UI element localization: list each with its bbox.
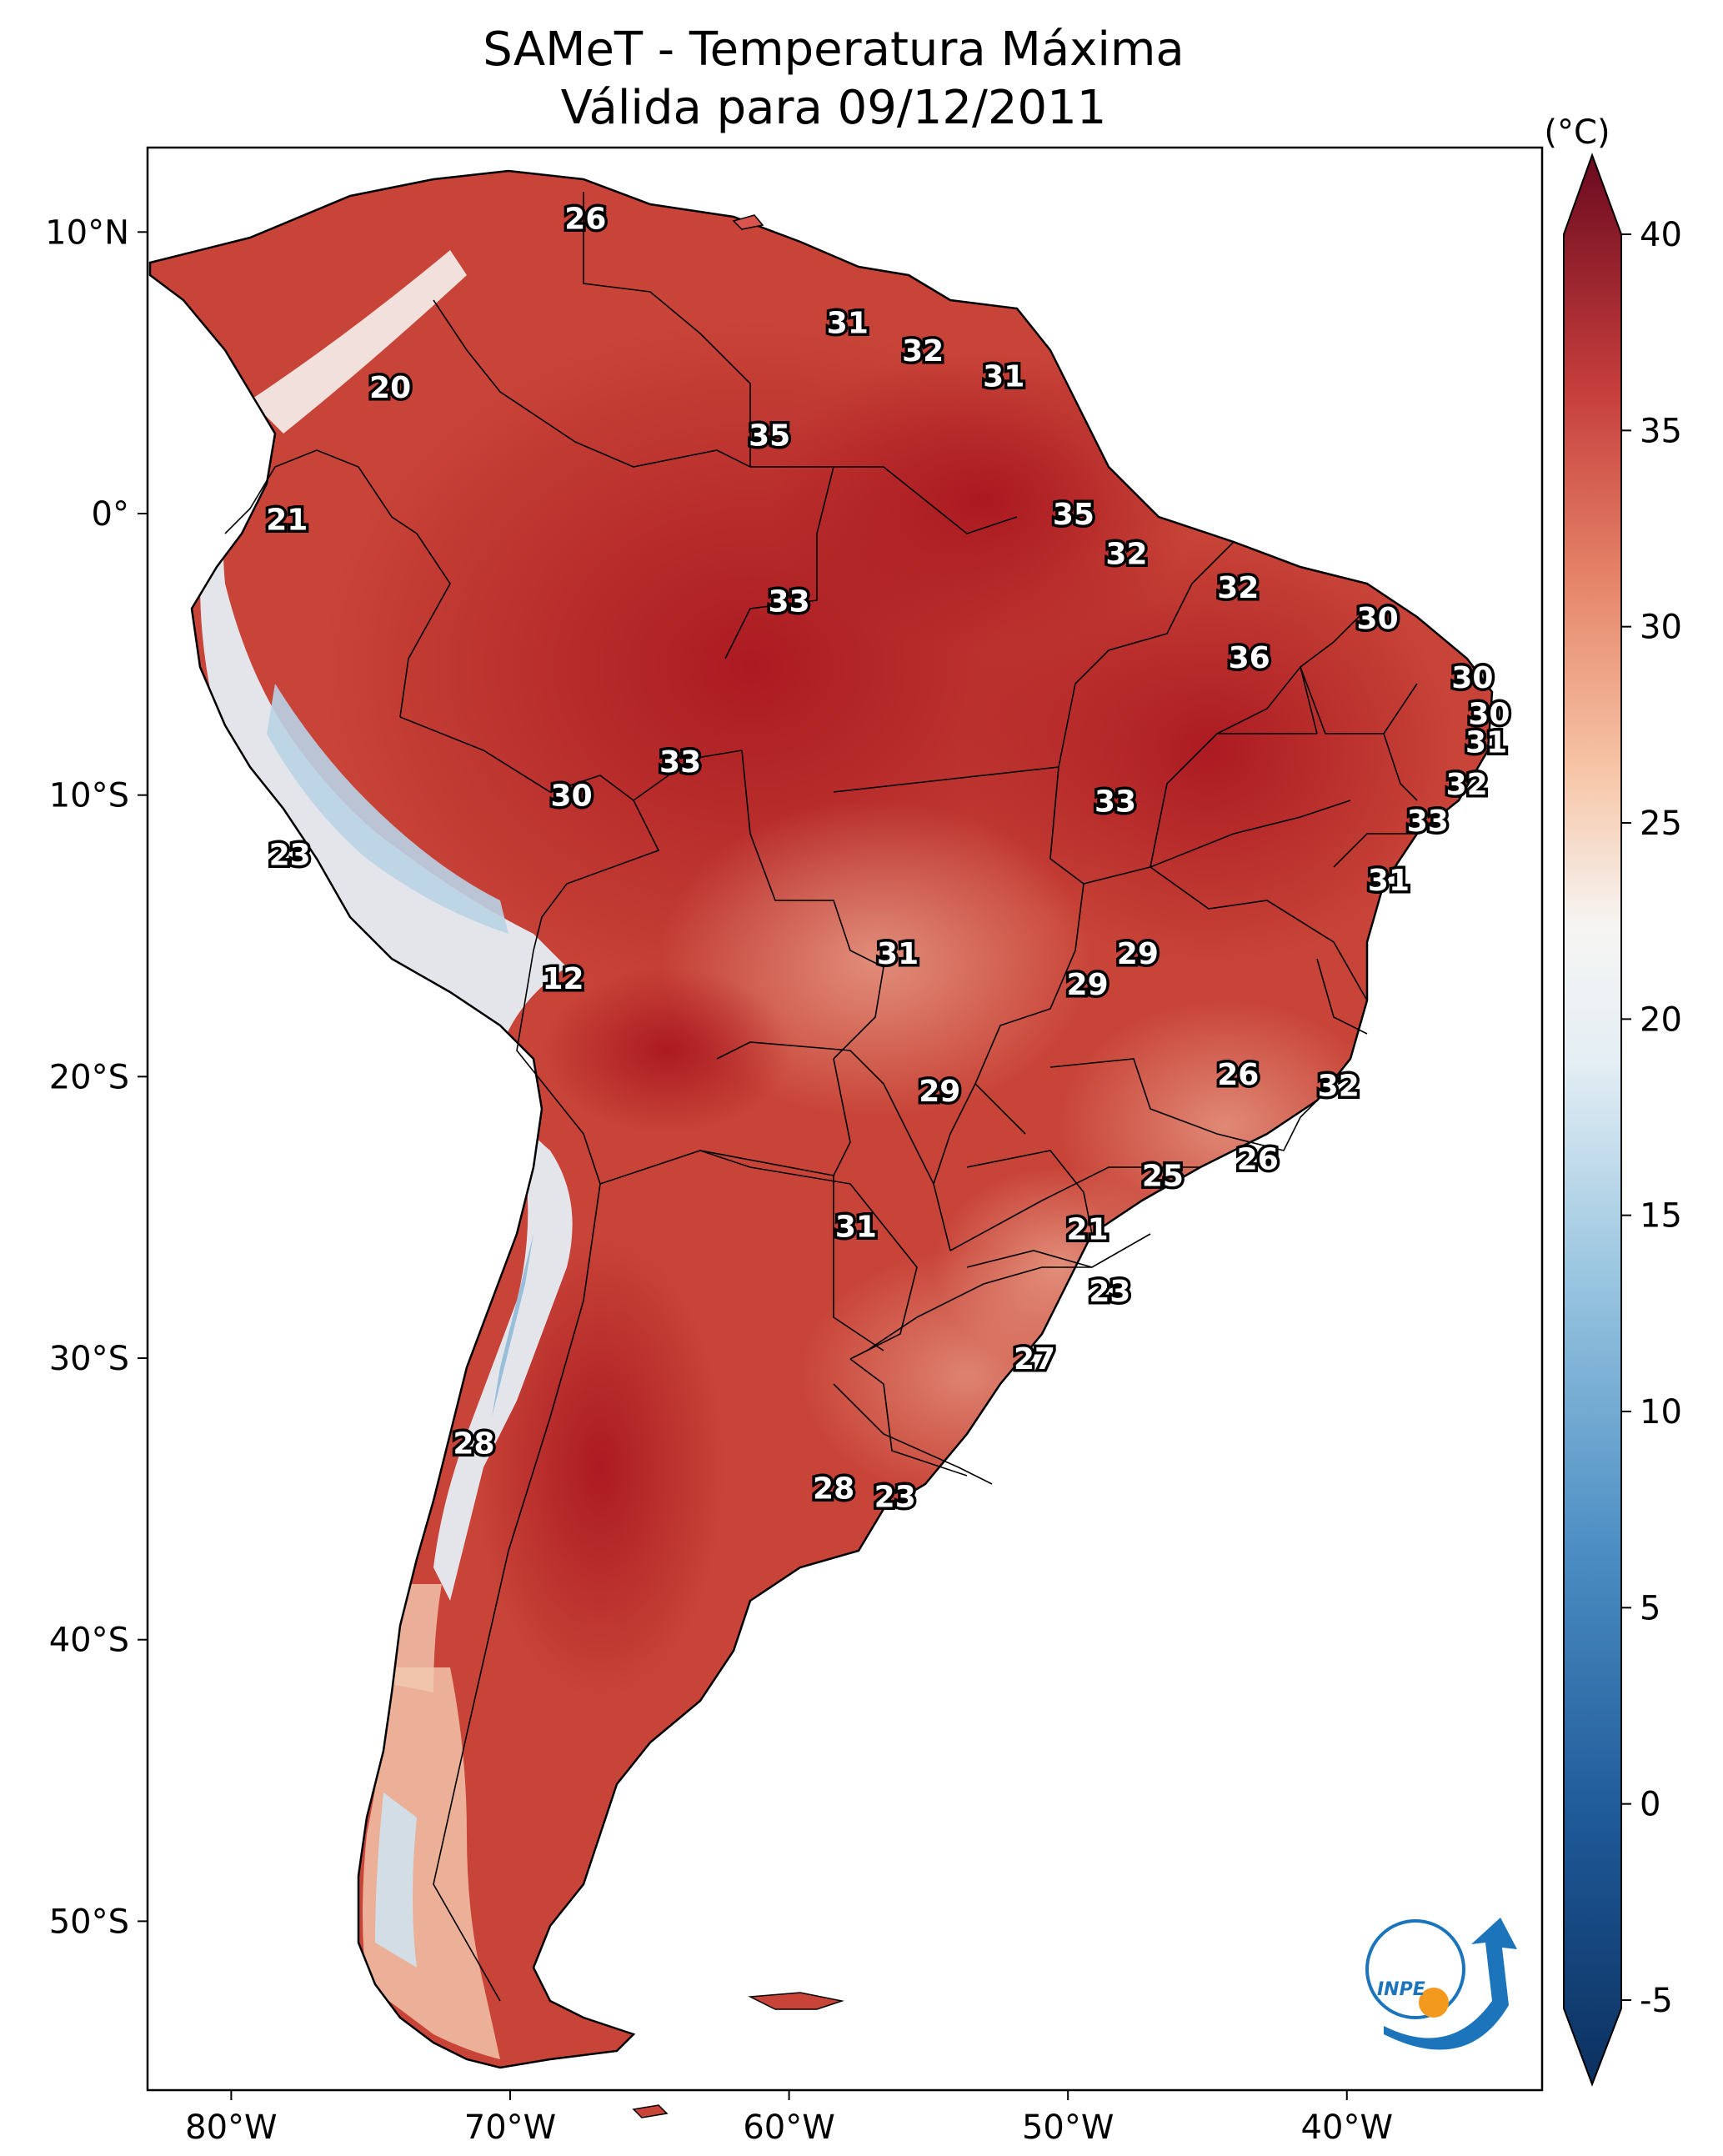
station-temperature-label: 27 xyxy=(1014,1342,1055,1376)
colorbar-tick-label: -5 xyxy=(1640,1982,1673,2020)
station-temperature-label: 31 xyxy=(827,306,869,340)
station-labels: 2620212331323135353332323036303031323331… xyxy=(263,199,1513,1517)
logo-sun-icon xyxy=(1419,1988,1449,2018)
lat-tick-label: 0° xyxy=(92,495,129,534)
station-temperature-label: 25 xyxy=(1142,1160,1184,1194)
colorbar-tick-label: 15 xyxy=(1640,1197,1682,1236)
station-temperature-label: 23 xyxy=(1089,1275,1130,1309)
colorbar-tick-label: 10 xyxy=(1640,1393,1682,1431)
lon-tick-label: 60°W xyxy=(743,2108,834,2147)
station-temperature-label: 30 xyxy=(1357,602,1399,636)
station-temperature-label: 36 xyxy=(1229,641,1270,675)
logo-swirl-icon xyxy=(1365,1919,1465,2019)
station-temperature-label: 35 xyxy=(749,419,790,453)
colorbar-bar xyxy=(1563,153,1622,2087)
lat-tick-label: 10°N xyxy=(45,213,129,252)
logo-text: INPE xyxy=(1377,1979,1425,2000)
station-temperature-label: 20 xyxy=(369,371,411,405)
map-subtitle: Válida para 09/12/2011 xyxy=(561,81,1107,135)
station-temperature-label: 33 xyxy=(769,585,810,619)
station-temperature-label: 29 xyxy=(1067,968,1109,1002)
station-temperature-label: 29 xyxy=(1117,937,1159,971)
colorbar-tick-label: 20 xyxy=(1640,1000,1682,1039)
station-temperature-label: 31 xyxy=(835,1210,877,1244)
station-temperature-label: 33 xyxy=(659,745,701,780)
station-temperature-label: 26 xyxy=(1237,1142,1279,1176)
map-frame xyxy=(146,146,1544,2092)
station-temperature-label: 12 xyxy=(542,962,584,996)
station-temperature-label: 21 xyxy=(266,504,308,538)
station-temperature-label: 32 xyxy=(902,334,944,369)
station-temperature-label: 30 xyxy=(551,780,593,814)
station-temperature-label: 26 xyxy=(1217,1058,1259,1092)
station-temperature-label: 33 xyxy=(1094,785,1136,819)
station-temperature-label: 31 xyxy=(983,360,1024,394)
station-temperature-label: 32 xyxy=(1105,537,1147,571)
lon-tick-label: 80°W xyxy=(185,2108,277,2147)
lon-tick-label: 70°W xyxy=(464,2108,556,2147)
station-temperature-label: 26 xyxy=(564,202,606,236)
station-temperature-label: 33 xyxy=(1407,805,1449,839)
colorbar-tick-label: 0 xyxy=(1640,1786,1660,1824)
station-temperature-label: 30 xyxy=(1451,661,1493,695)
station-temperature-label: 32 xyxy=(1318,1069,1360,1103)
station-temperature-label: 31 xyxy=(1368,864,1410,898)
colorbar-tick-label: 30 xyxy=(1640,609,1682,647)
colorbar-tick-label: 25 xyxy=(1640,805,1682,843)
lon-tick-label: 50°W xyxy=(1022,2108,1114,2147)
station-temperature-label: 23 xyxy=(269,839,311,873)
lat-tick-label: 30°S xyxy=(49,1340,129,1378)
station-temperature-label: 31 xyxy=(877,937,919,971)
map-title: SAMeT - Temperatura Máxima xyxy=(483,23,1185,77)
station-temperature-label: 28 xyxy=(453,1426,494,1461)
station-temperature-label: 29 xyxy=(919,1075,960,1109)
station-temperature-label: 35 xyxy=(1053,498,1094,532)
country-borders xyxy=(224,192,1418,2002)
lat-tick-label: 20°S xyxy=(49,1058,129,1096)
lat-tick-label: 10°S xyxy=(49,777,129,815)
station-temperature-label: 31 xyxy=(1465,726,1507,760)
lat-tick-label: 50°S xyxy=(49,1903,129,1941)
map-panel: 2620212331323135353332323036303031323331… xyxy=(45,146,1544,2147)
logo-arrow-icon xyxy=(1384,1918,1517,2050)
longitude-axis: 80°W 70°W 60°W 50°W 40°W xyxy=(185,2090,1393,2147)
station-temperature-label: 28 xyxy=(813,1472,854,1506)
lon-tick-label: 40°W xyxy=(1301,2108,1393,2147)
colorbar-unit: (°C) xyxy=(1544,113,1610,152)
colorbar-ticks: -5 0 5 10 15 20 25 30 35 40 xyxy=(1621,216,1682,2020)
lat-tick-label: 40°S xyxy=(49,1622,129,1660)
colorbar: (°C) -5 0 5 10 15 20 25 30 35 40 xyxy=(1544,113,1682,2087)
colorbar-tick-label: 5 xyxy=(1640,1589,1660,1627)
station-temperature-label: 21 xyxy=(1067,1213,1109,1247)
colorbar-tick-label: 40 xyxy=(1640,216,1682,254)
station-temperature-label: 32 xyxy=(1217,571,1259,605)
colorbar-tick-label: 35 xyxy=(1640,412,1682,450)
station-temperature-label: 23 xyxy=(874,1480,916,1514)
latitude-axis: 10°N 0° 10°S 20°S 30°S 40°S 50°S xyxy=(45,213,148,1941)
station-temperature-label: 32 xyxy=(1446,768,1488,802)
station-temperature-label: 30 xyxy=(1468,698,1510,732)
islands xyxy=(632,214,844,2118)
inpe-logo: INPE xyxy=(1365,1918,1517,2050)
